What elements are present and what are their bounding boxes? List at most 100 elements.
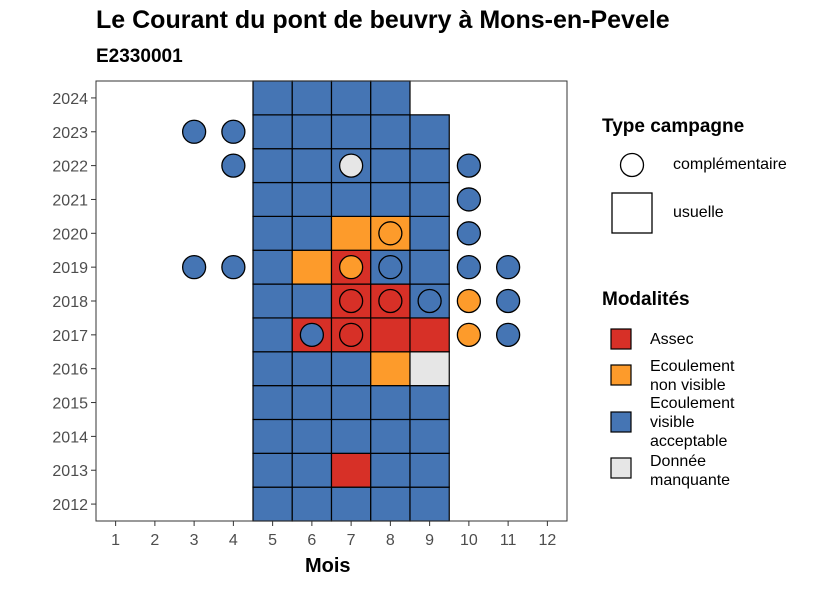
point-2017-6-ecoulement-visible-acceptable	[299, 322, 325, 347]
tile-2013-7-assec	[330, 452, 372, 488]
tile-2013-6-ecoulement-visible-acceptable	[291, 452, 333, 488]
legend-key-donnee-manquante	[610, 457, 632, 479]
y-tick-label-2013: 2013	[52, 463, 88, 480]
point-2019-11-ecoulement-visible-acceptable	[495, 255, 521, 280]
x-axis-label: Mois	[305, 555, 351, 577]
tile-2016-7-ecoulement-visible-acceptable	[330, 351, 372, 387]
tile-2018-5-ecoulement-visible-acceptable	[252, 283, 293, 319]
tile-2019-5-ecoulement-visible-acceptable	[252, 249, 293, 285]
tile-2017-8-assec	[370, 317, 411, 353]
x-tick-label-10: 10	[460, 532, 478, 549]
tile-2023-7-ecoulement-visible-acceptable	[330, 114, 372, 150]
point-2017-7-assec	[338, 322, 364, 347]
tile-2012-7-ecoulement-visible-acceptable	[330, 486, 372, 522]
legend-label-assec: Assec	[650, 331, 694, 348]
tile-2022-6-ecoulement-visible-acceptable	[291, 148, 333, 184]
legend-label-ecoulement-non-visible: Ecoulement non visible	[650, 358, 735, 394]
tile-2013-5-ecoulement-visible-acceptable	[252, 452, 293, 488]
y-tick-label-2022: 2022	[52, 159, 88, 176]
legend-key-assec	[610, 328, 632, 350]
y-tick-label-2016: 2016	[52, 362, 88, 379]
x-tick-label-2: 2	[150, 532, 159, 549]
x-tick-label-12: 12	[538, 532, 556, 549]
y-tick-label-2018: 2018	[52, 294, 88, 311]
legend-label-ecoulement-visible-acceptable: Ecoulement visible acceptable	[650, 395, 735, 450]
tile-2021-9-ecoulement-visible-acceptable	[409, 181, 450, 217]
tile-2021-6-ecoulement-visible-acceptable	[291, 181, 333, 217]
tile-2018-6-ecoulement-visible-acceptable	[291, 283, 333, 319]
tile-2020-5-ecoulement-visible-acceptable	[252, 215, 293, 251]
legend-label-donnee-manquante: Donnée manquante	[650, 453, 731, 489]
point-2019-8-ecoulement-visible-acceptable	[378, 255, 403, 280]
point-2018-8-assec	[378, 288, 403, 314]
tile-2023-6-ecoulement-visible-acceptable	[291, 114, 333, 150]
tile-2021-8-ecoulement-visible-acceptable	[370, 181, 411, 217]
x-tick-label-9: 9	[425, 532, 434, 549]
y-tick-label-2024: 2024	[52, 91, 88, 108]
tile-2014-7-ecoulement-visible-acceptable	[330, 418, 372, 454]
tile-2016-6-ecoulement-visible-acceptable	[291, 351, 333, 387]
x-tick-label-4: 4	[229, 532, 238, 549]
y-tick-label-2012: 2012	[52, 497, 88, 514]
point-2022-10-ecoulement-visible-acceptable	[456, 153, 482, 178]
tile-2024-7-ecoulement-visible-acceptable	[330, 80, 372, 116]
tile-2013-8-ecoulement-visible-acceptable	[370, 452, 411, 488]
tile-2023-5-ecoulement-visible-acceptable	[252, 114, 293, 150]
tile-2024-8-ecoulement-visible-acceptable	[370, 80, 411, 116]
tile-2012-5-ecoulement-visible-acceptable	[252, 486, 293, 522]
tile-2022-8-ecoulement-visible-acceptable	[370, 148, 411, 184]
x-tick-label-1: 1	[111, 532, 120, 549]
tile-2016-9-donnee-manquante	[409, 351, 450, 387]
legend-modalites-title: Modalités	[602, 289, 690, 310]
x-tick-label-6: 6	[307, 532, 316, 549]
y-tick-label-2017: 2017	[52, 328, 88, 345]
point-2022-4-ecoulement-visible-acceptable	[221, 153, 246, 178]
x-tick-label-3: 3	[190, 532, 199, 549]
legend-key-ecoulement-visible-acceptable	[610, 411, 632, 433]
tile-2012-9-ecoulement-visible-acceptable	[409, 486, 450, 522]
x-tick-label-7: 7	[347, 532, 356, 549]
legend-type-title: Type campagne	[602, 116, 745, 137]
y-tick-label-2023: 2023	[52, 125, 88, 142]
point-2019-4-ecoulement-visible-acceptable	[221, 255, 246, 280]
tile-2015-6-ecoulement-visible-acceptable	[291, 385, 333, 421]
legend-key-usuelle	[611, 192, 653, 234]
tile-2023-9-ecoulement-visible-acceptable	[409, 114, 450, 150]
tile-2014-9-ecoulement-visible-acceptable	[409, 418, 450, 454]
x-tick-label-11: 11	[500, 532, 517, 549]
point-2017-11-ecoulement-visible-acceptable	[495, 322, 521, 347]
chart-title: Le Courant du pont de beuvry à Mons-en-P…	[96, 6, 670, 34]
x-tick-label-8: 8	[386, 532, 395, 549]
tile-2019-6-ecoulement-non-visible	[291, 249, 333, 285]
tile-2023-8-ecoulement-visible-acceptable	[370, 114, 411, 150]
point-2018-7-assec	[338, 288, 364, 314]
tile-2012-6-ecoulement-visible-acceptable	[291, 486, 333, 522]
tile-2024-5-ecoulement-visible-acceptable	[252, 80, 293, 116]
tile-2016-5-ecoulement-visible-acceptable	[252, 351, 293, 387]
y-tick-label-2014: 2014	[52, 429, 88, 446]
tile-2017-9-assec	[409, 317, 450, 353]
y-tick-label-2019: 2019	[52, 260, 88, 277]
tile-2016-8-ecoulement-non-visible	[370, 351, 411, 387]
tile-2015-7-ecoulement-visible-acceptable	[330, 385, 372, 421]
y-tick-label-2015: 2015	[52, 396, 88, 413]
tile-2022-5-ecoulement-visible-acceptable	[252, 148, 293, 184]
tile-2022-9-ecoulement-visible-acceptable	[409, 148, 450, 184]
point-2019-10-ecoulement-visible-acceptable	[456, 255, 482, 280]
point-2019-3-ecoulement-visible-acceptable	[181, 255, 207, 280]
tile-2020-7-ecoulement-non-visible	[330, 215, 372, 251]
tile-2014-5-ecoulement-visible-acceptable	[252, 418, 293, 454]
tile-2020-6-ecoulement-visible-acceptable	[291, 215, 333, 251]
point-2017-10-ecoulement-non-visible	[456, 322, 482, 347]
tile-2021-5-ecoulement-visible-acceptable	[252, 181, 293, 217]
tile-2015-9-ecoulement-visible-acceptable	[409, 385, 450, 421]
x-tick-label-5: 5	[268, 532, 277, 549]
legend-key-complementaire	[619, 152, 645, 178]
tile-2014-8-ecoulement-visible-acceptable	[370, 418, 411, 454]
point-2021-10-ecoulement-visible-acceptable	[456, 187, 482, 212]
point-2020-10-ecoulement-visible-acceptable	[456, 221, 482, 246]
tile-2021-7-ecoulement-visible-acceptable	[330, 181, 372, 217]
chart-subtitle: E2330001	[96, 46, 183, 67]
legend-key-ecoulement-non-visible	[610, 364, 632, 386]
point-2020-8-ecoulement-non-visible	[378, 221, 403, 246]
